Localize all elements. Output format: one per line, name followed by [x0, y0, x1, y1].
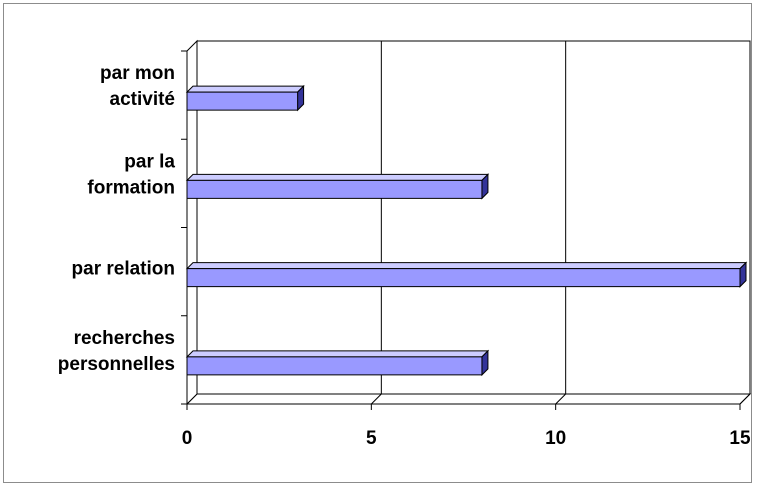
bar-top [185, 350, 490, 358]
bar [185, 261, 748, 288]
category-label: par la formation [87, 151, 175, 198]
category-label: recherches personnelles [58, 328, 175, 375]
bar-front [186, 356, 483, 376]
x-tick-label: 10 [545, 428, 566, 449]
bar-front [186, 91, 299, 111]
bar-top [185, 262, 748, 270]
x-tick-label: 15 [729, 428, 751, 449]
bar [185, 84, 305, 112]
x-tick-label: 5 [366, 428, 377, 449]
floor [185, 393, 752, 405]
bar [185, 349, 490, 377]
floor-gridline-15 [739, 393, 751, 405]
category-label: par relation [72, 259, 175, 280]
x-tick-label: 0 [182, 428, 193, 449]
floor-gridline-10 [555, 393, 567, 405]
bar-front [186, 179, 483, 199]
category-label: par mon activité [100, 63, 175, 110]
bar-front [186, 268, 741, 288]
floor-gridline-5 [370, 393, 382, 405]
bar [185, 173, 490, 200]
bar-top [185, 85, 305, 93]
bar-top [185, 173, 490, 181]
